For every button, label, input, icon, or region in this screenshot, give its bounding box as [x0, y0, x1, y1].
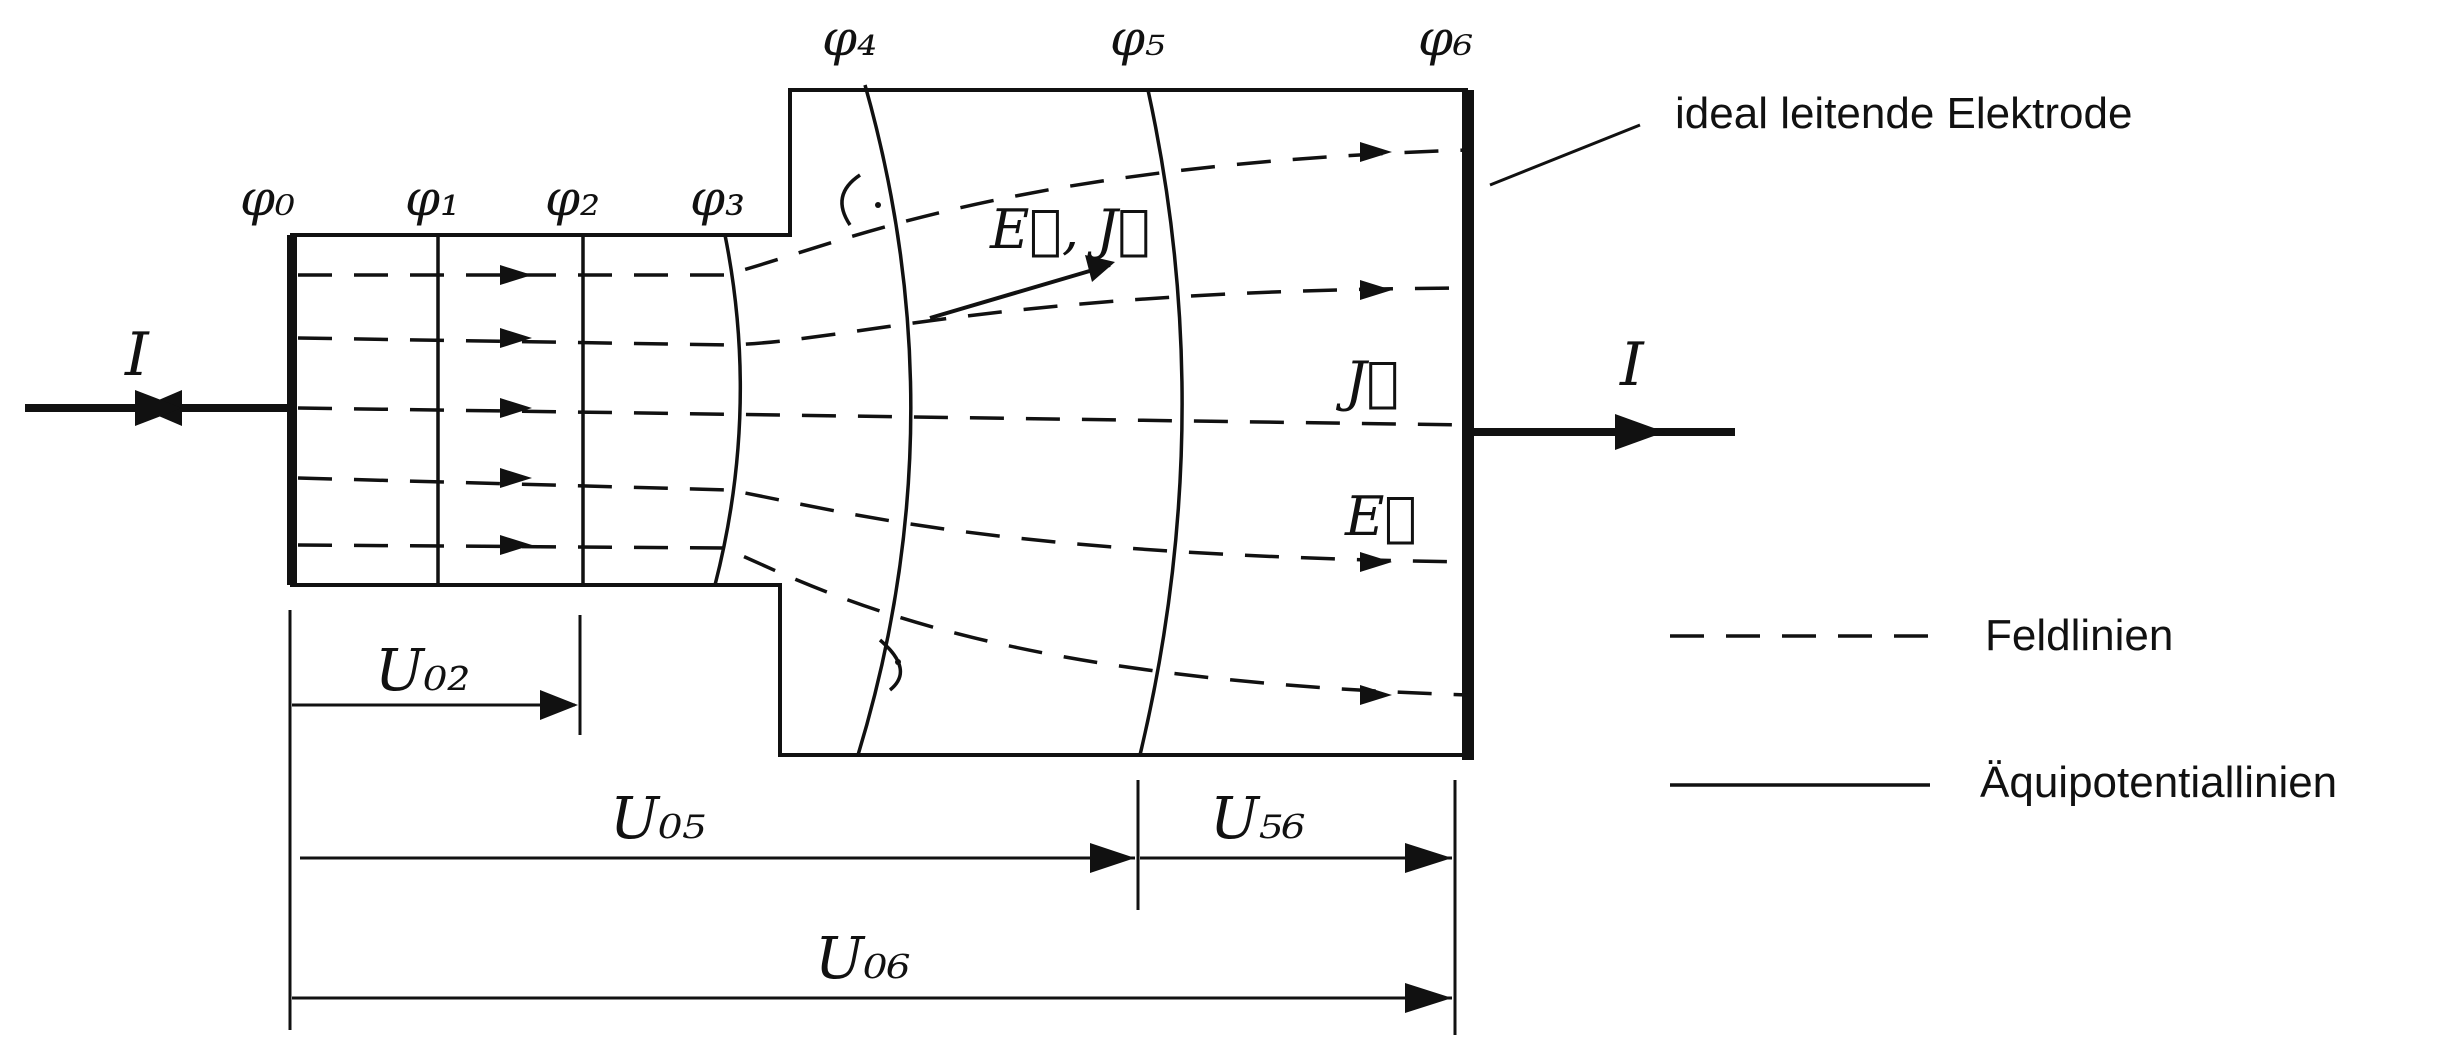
u06-arrowhead [1405, 983, 1452, 1013]
label-e-j: E⃗, J⃗ [989, 198, 1150, 261]
equipotential-line-3 [713, 234, 743, 586]
electrode-leader-line [1489, 123, 1641, 187]
label-e: E⃗ [1344, 485, 1417, 548]
u02-arrowhead [540, 690, 578, 720]
u05-arrowhead [1090, 843, 1135, 873]
right-angle-dot-top [875, 202, 881, 208]
field-line-1 [298, 148, 1469, 277]
right-angle-mark-bottom [878, 638, 903, 692]
equipotential-line-5 [1138, 89, 1184, 756]
field-line-2 [297, 286, 1469, 347]
label-current-out: I [1619, 330, 1645, 400]
label-current-in: I [124, 320, 150, 390]
field-arrowheads [500, 142, 1392, 705]
field-line-4 [297, 476, 1469, 564]
label-phi6: φ₆ [1418, 9, 1473, 67]
label-u05: U₀₅ [610, 784, 705, 852]
ej-tangent-arrowhead [1085, 255, 1115, 282]
right-angle-dot-bottom [895, 659, 901, 665]
label-phi0: φ₀ [240, 169, 295, 227]
label-phi1: φ₁ [405, 169, 460, 227]
conductor-outline [290, 88, 1468, 757]
ej-tangent-arrow [929, 263, 1111, 320]
label-phi2: φ₂ [545, 169, 600, 227]
label-phi5: φ₅ [1110, 9, 1165, 67]
current-in-arrowhead-b [135, 390, 182, 426]
right-angle-mark-top [840, 173, 861, 226]
electrode-label: ideal leitende Elektrode [1675, 89, 2132, 138]
legend-equipotential-lines: Äquipotentiallinien [1980, 758, 2337, 807]
current-out-arrowhead [1615, 414, 1665, 450]
label-u56: U₅₆ [1210, 784, 1305, 852]
u56-arrowhead [1405, 843, 1452, 873]
label-u02: U₀₂ [375, 636, 470, 704]
field-line-5 [297, 543, 1469, 697]
label-phi4: φ₄ [822, 9, 877, 67]
field-line-3 [297, 406, 1469, 427]
legend-field-lines: Feldlinien [1985, 611, 2173, 660]
label-phi3: φ₃ [690, 169, 745, 227]
label-j: J⃗ [1335, 350, 1399, 413]
equipotential-line-4 [856, 84, 913, 756]
label-u06: U₀₆ [815, 924, 910, 992]
